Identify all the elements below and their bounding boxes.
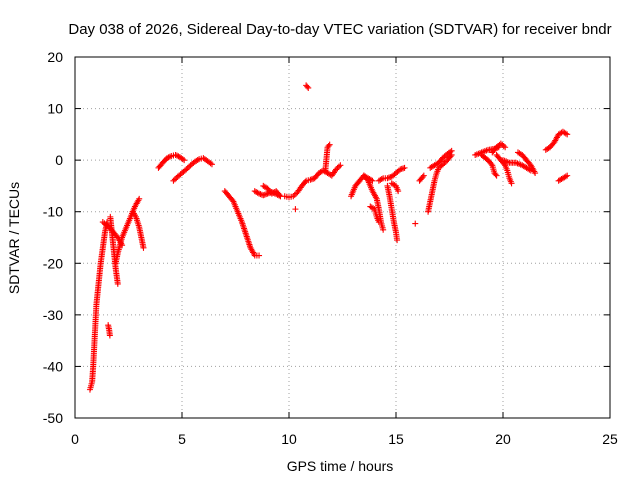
- data-point: [304, 83, 311, 90]
- data-point: [194, 156, 201, 163]
- data-point: [401, 164, 408, 171]
- data-point: [500, 143, 507, 150]
- data-point: [305, 84, 312, 91]
- y-tick-label: 10: [47, 101, 63, 117]
- data-point: [502, 144, 509, 151]
- x-axis-label: GPS time / hours: [287, 458, 394, 474]
- data-point: [208, 161, 215, 168]
- y-tick-label: -40: [43, 358, 63, 374]
- data-point: [186, 163, 193, 170]
- data-point: [302, 179, 309, 186]
- data-point: [412, 220, 419, 227]
- data-point: [106, 332, 113, 339]
- data-point: [140, 244, 147, 251]
- data-point: [164, 155, 171, 162]
- data-point: [532, 170, 539, 177]
- data-point: [335, 163, 342, 170]
- data-point: [326, 141, 333, 148]
- data-point: [562, 173, 569, 180]
- data-point: [440, 161, 447, 168]
- y-tick-label: -30: [43, 307, 63, 323]
- data-point: [564, 172, 571, 179]
- data-point: [334, 165, 341, 172]
- data-point: [375, 219, 382, 226]
- data-point: [333, 166, 340, 173]
- data-point: [562, 130, 569, 137]
- data-point: [291, 191, 298, 198]
- data-point: [136, 195, 143, 202]
- data-point: [114, 280, 121, 287]
- data-point: [173, 175, 180, 182]
- plot-frame: [74, 56, 611, 419]
- data-point: [165, 154, 172, 161]
- data-point: [420, 172, 427, 179]
- data-point: [207, 160, 214, 167]
- data-point: [171, 176, 178, 183]
- x-tick-label: 5: [178, 431, 186, 447]
- y-tick-label: 20: [47, 49, 63, 65]
- data-point: [276, 191, 283, 198]
- data-point: [292, 206, 299, 213]
- data-point: [325, 142, 332, 149]
- data-point: [447, 148, 454, 155]
- x-tick-label: 15: [388, 431, 404, 447]
- data-point: [438, 162, 445, 169]
- data-point: [179, 156, 186, 163]
- y-tick-label: -50: [43, 410, 63, 426]
- x-axis-ticks: 0 5 10 15 20 25: [71, 57, 618, 447]
- data-points: [86, 82, 571, 393]
- grid-lines: [75, 57, 610, 418]
- data-point: [508, 180, 515, 187]
- y-tick-label: 0: [55, 152, 63, 168]
- x-tick-label: 25: [602, 431, 618, 447]
- data-point: [380, 226, 387, 233]
- data-point: [183, 166, 190, 173]
- data-point: [493, 172, 500, 179]
- data-point: [378, 176, 385, 183]
- data-point: [364, 176, 371, 183]
- data-point: [394, 237, 401, 244]
- data-point: [564, 131, 571, 138]
- data-point: [170, 177, 177, 184]
- data-point: [448, 147, 455, 154]
- y-axis-label: SDTVAR / TECUs: [6, 182, 22, 294]
- data-point: [174, 152, 181, 159]
- chart-title: Day 038 of 2026, Sidereal Day-to-day VTE…: [68, 21, 611, 38]
- y-axis-ticks: -50 -40 -30 -20 -10 0 10 20: [43, 49, 610, 426]
- data-point: [441, 159, 448, 166]
- data-point: [181, 167, 188, 174]
- y-tick-label: -20: [43, 255, 63, 271]
- data-point: [256, 252, 263, 259]
- x-tick-label: 10: [281, 431, 297, 447]
- y-tick-label: -10: [43, 204, 63, 220]
- data-point: [290, 193, 297, 200]
- data-point: [229, 197, 236, 204]
- data-point: [488, 161, 495, 168]
- data-point: [395, 188, 402, 195]
- data-point: [254, 189, 261, 196]
- data-point: [166, 153, 173, 160]
- x-tick-label: 20: [495, 431, 511, 447]
- data-point: [492, 171, 499, 178]
- data-point: [419, 173, 426, 180]
- data-point: [181, 157, 188, 164]
- data-point: [184, 165, 191, 172]
- data-point: [337, 162, 344, 169]
- x-tick-label: 0: [71, 431, 79, 447]
- data-point: [172, 151, 179, 158]
